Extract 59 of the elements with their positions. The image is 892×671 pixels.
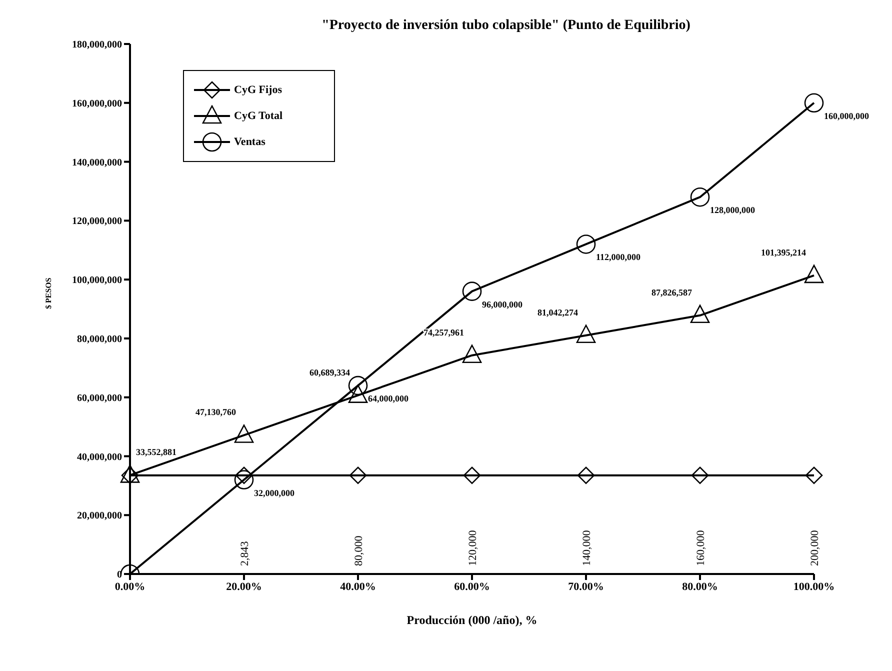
data-label: 96,000,000 xyxy=(482,299,523,310)
point xyxy=(348,376,368,396)
annotation: 140,000 xyxy=(581,530,593,566)
point xyxy=(577,466,595,484)
point xyxy=(804,93,824,113)
x-tick-label: 60.00% xyxy=(454,580,490,593)
y-tick-label: 100,000,000 xyxy=(72,275,122,286)
x-tick-label: 0.00% xyxy=(114,580,146,593)
y-tick-label: 160,000,000 xyxy=(72,98,122,110)
data-label: 101,395,214 xyxy=(761,247,806,258)
y-tick-label: 40,000,000 xyxy=(77,452,122,463)
data-label: 128,000,000 xyxy=(710,205,756,216)
annotation: 200,000 xyxy=(809,530,821,566)
data-label: 47,130,760 xyxy=(196,407,236,418)
x-tick-label: 80.00% xyxy=(682,580,718,593)
chart-title: "Proyecto de inversión tubo colapsible" (Punto de Equilibrio) xyxy=(320,17,692,34)
data-label: 87,826,587 xyxy=(652,287,692,298)
x-tick-label: 40.00% xyxy=(340,580,376,593)
point xyxy=(348,384,368,403)
x-tick-label: 20.00% xyxy=(226,580,262,593)
y-tick-label: 20,000,000 xyxy=(77,510,122,522)
data-label: 112,000,000 xyxy=(596,252,642,262)
y-axis-title: $ PESOS xyxy=(44,277,53,309)
point xyxy=(462,344,482,363)
point xyxy=(235,466,253,484)
x-tick-label: 70.00% xyxy=(568,580,604,593)
point xyxy=(349,466,367,484)
data-label: 81,042,274 xyxy=(538,307,578,318)
data-label: 32,000,000 xyxy=(254,488,295,498)
data-label: 74,257,961 xyxy=(424,327,464,338)
point xyxy=(804,264,824,284)
x-tick-label: 100.00% xyxy=(793,580,835,593)
point xyxy=(234,424,254,443)
legend-label: Ventas xyxy=(234,136,266,148)
data-label: 33,552,881 xyxy=(136,447,177,458)
annotation: 160,000 xyxy=(695,530,707,566)
point xyxy=(576,324,596,344)
point xyxy=(462,282,482,301)
y-tick-label: 120,000,000 xyxy=(72,216,122,228)
point xyxy=(805,466,823,484)
data-label: 64,000,000 xyxy=(368,394,409,404)
point xyxy=(691,466,709,484)
annotation: 120,000 xyxy=(467,530,479,566)
annotation: 2,843 xyxy=(239,540,251,566)
point xyxy=(576,234,596,254)
legend-label: CyG Fijos xyxy=(234,84,282,96)
point xyxy=(463,466,481,484)
y-tick-label: 80,000,000 xyxy=(77,334,122,345)
point xyxy=(234,470,254,490)
data-label: 60,689,334 xyxy=(310,367,350,378)
legend-label: CyG Total xyxy=(234,110,283,122)
annotation: 80,000 xyxy=(353,535,365,566)
point xyxy=(690,304,710,324)
y-tick-label: 60,000,000 xyxy=(77,392,122,404)
y-tick-label: 180,000,000 xyxy=(72,40,122,51)
y-tick-label: 140,000,000 xyxy=(72,157,122,168)
x-axis-title: Producción (000 /año), % xyxy=(406,613,538,627)
point xyxy=(690,187,710,207)
data-label: 160,000,000 xyxy=(824,110,870,121)
